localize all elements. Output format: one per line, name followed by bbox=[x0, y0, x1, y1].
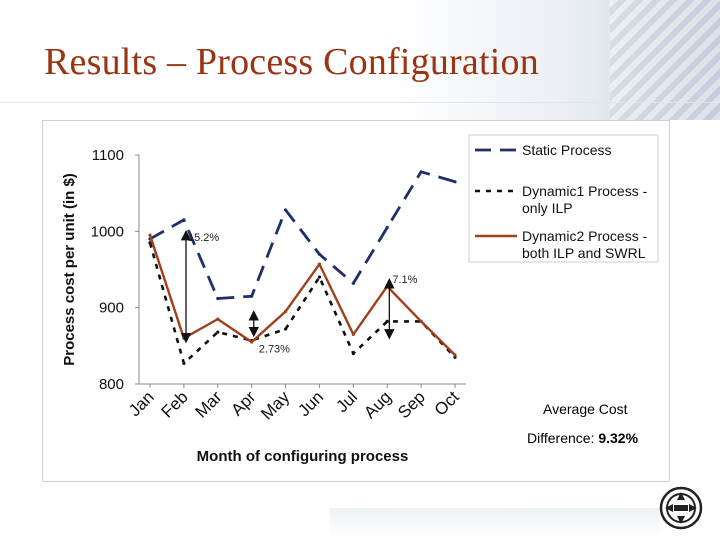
x-tick-label-mar: Mar bbox=[191, 387, 225, 421]
data-point-s1-may bbox=[283, 208, 288, 212]
legend-label-3-line-2: both ILP and SWRL bbox=[522, 245, 646, 261]
y-axis-title: Process cost per unit (in $) bbox=[61, 173, 78, 366]
y-tick-label: 800 bbox=[99, 376, 124, 393]
data-point-s2-jan bbox=[148, 241, 152, 245]
data-point-s3-jul bbox=[351, 332, 355, 336]
y-tick-label: 1000 bbox=[91, 223, 124, 240]
legend-box bbox=[468, 134, 659, 263]
x-tick-label-jan: Jan bbox=[125, 387, 158, 420]
data-point-s3-sep bbox=[419, 319, 423, 324]
y-tick-label: 1100 bbox=[92, 147, 124, 164]
data-point-s2-oct bbox=[453, 355, 457, 359]
x-tick-label-feb: Feb bbox=[158, 387, 192, 421]
x-tick-label-sep: Sep bbox=[394, 387, 429, 422]
average-cost-difference: Difference: 9.32% bbox=[527, 430, 638, 446]
x-tick-label-jun: Jun bbox=[294, 387, 327, 420]
x-axis-title: Month of configuring process bbox=[197, 448, 409, 465]
annotation-label-2: 2.73% bbox=[259, 343, 290, 355]
slide-header-background bbox=[0, 0, 720, 120]
x-tick-label-may: May bbox=[257, 387, 293, 423]
difference-prefix: Difference: bbox=[527, 430, 599, 446]
series-line-1 bbox=[149, 170, 456, 300]
data-point-s3-mar bbox=[216, 317, 220, 321]
legend-label-3-line-1: Dynamic2 Process - bbox=[522, 228, 648, 244]
title-divider bbox=[0, 102, 720, 103]
data-point-s2-mar bbox=[216, 330, 220, 334]
data-point-s3-may bbox=[283, 309, 288, 314]
data-point-s3-aug bbox=[385, 284, 389, 288]
series-line-2 bbox=[148, 242, 456, 365]
x-tick-label-jul: Jul bbox=[332, 387, 361, 416]
difference-value: 9.32% bbox=[598, 430, 639, 446]
data-point-s1-apr bbox=[250, 294, 254, 298]
x-tick-label-apr: Apr bbox=[227, 387, 259, 419]
average-cost-label: Average Cost bbox=[543, 401, 628, 417]
annotation-label-1: 15.2% bbox=[188, 232, 219, 244]
data-point-s3-feb bbox=[182, 336, 186, 340]
x-tick-label-aug: Aug bbox=[360, 387, 395, 422]
organization-logo-icon bbox=[659, 486, 703, 530]
data-point-s2-feb bbox=[182, 361, 186, 365]
legend-label-1-line-1: Static Process bbox=[522, 142, 611, 158]
legend-label-2-line-1: Dynamic1 Process - bbox=[522, 183, 648, 199]
data-point-s3-jan bbox=[148, 233, 152, 237]
data-point-s1-sep bbox=[419, 170, 423, 174]
data-point-s1-mar bbox=[216, 296, 220, 301]
slide-title: Results – Process Configuration bbox=[44, 41, 539, 83]
data-point-s2-may bbox=[283, 327, 288, 331]
legend-label-2-line-2: only ILP bbox=[522, 200, 573, 216]
data-point-s3-apr bbox=[250, 340, 254, 344]
data-point-s2-jun bbox=[317, 275, 322, 279]
data-point-s2-aug bbox=[385, 319, 389, 324]
series-line-3 bbox=[148, 234, 456, 356]
data-point-s1-aug bbox=[385, 225, 389, 230]
data-point-s3-jun bbox=[317, 262, 322, 266]
data-point-s1-oct bbox=[453, 180, 457, 184]
footer-strip bbox=[330, 508, 660, 540]
data-point-s2-jul bbox=[351, 351, 355, 356]
data-point-s1-feb bbox=[182, 218, 186, 222]
data-point-s3-oct bbox=[453, 353, 457, 357]
y-tick-label: 900 bbox=[99, 300, 124, 317]
annotation-label-3: 7.1% bbox=[392, 274, 417, 286]
data-point-s1-jul bbox=[351, 281, 355, 285]
x-tick-label-oct: Oct bbox=[431, 387, 463, 419]
data-point-s1-jun bbox=[317, 252, 322, 256]
header-decoration bbox=[610, 0, 720, 120]
